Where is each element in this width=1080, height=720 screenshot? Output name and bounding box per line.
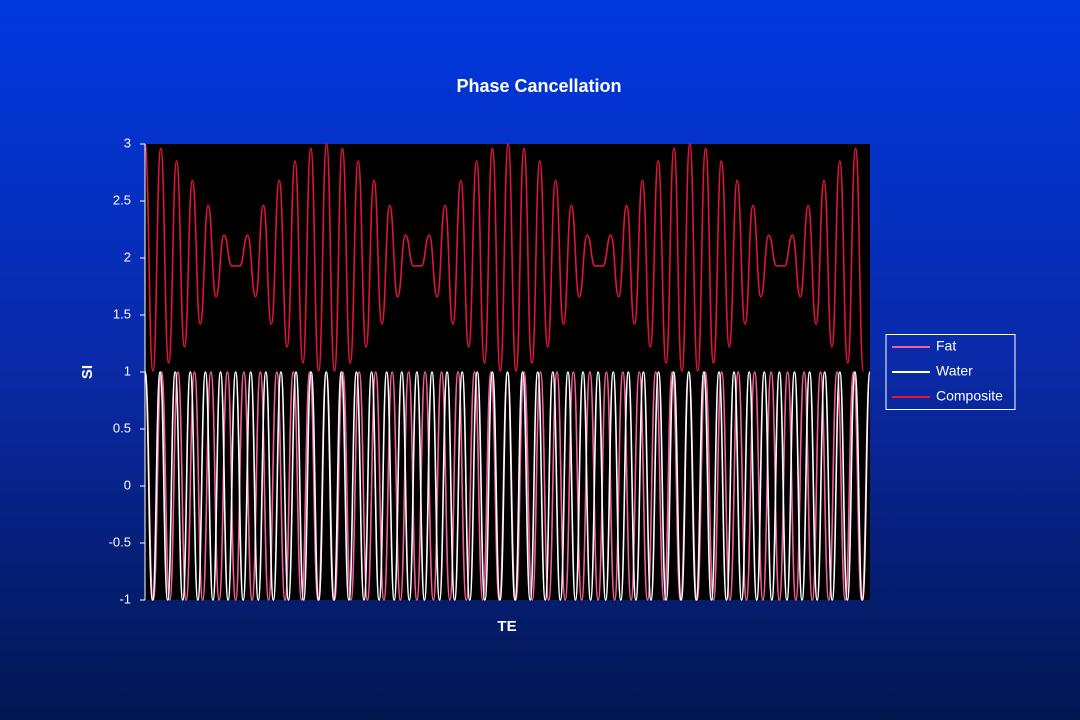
chart-title: Phase Cancellation: [456, 76, 621, 96]
y-tick-label: -0.5: [109, 534, 131, 549]
y-tick-label: 0.5: [113, 420, 131, 435]
legend-label: Composite: [936, 388, 1003, 404]
y-tick-label: 2.5: [113, 192, 131, 207]
y-tick-label: 0: [124, 477, 131, 492]
series-line: [145, 143, 865, 372]
y-tick-label: 2: [124, 249, 131, 264]
legend-box: [885, 334, 1016, 410]
series-line: [145, 371, 871, 601]
y-tick-label: 1: [124, 363, 131, 378]
y-tick-label: 3: [124, 135, 131, 150]
x-axis-title: TE: [497, 618, 516, 635]
series-layer: [145, 143, 871, 601]
legend-label: Water: [936, 363, 973, 379]
y-axis-title: SI: [79, 365, 96, 379]
legend: Fat Water Composite: [885, 334, 1016, 410]
y-tick-label: -1: [119, 591, 131, 606]
y-tick-label: 1.5: [113, 306, 131, 321]
legend-label: Fat: [936, 338, 956, 354]
